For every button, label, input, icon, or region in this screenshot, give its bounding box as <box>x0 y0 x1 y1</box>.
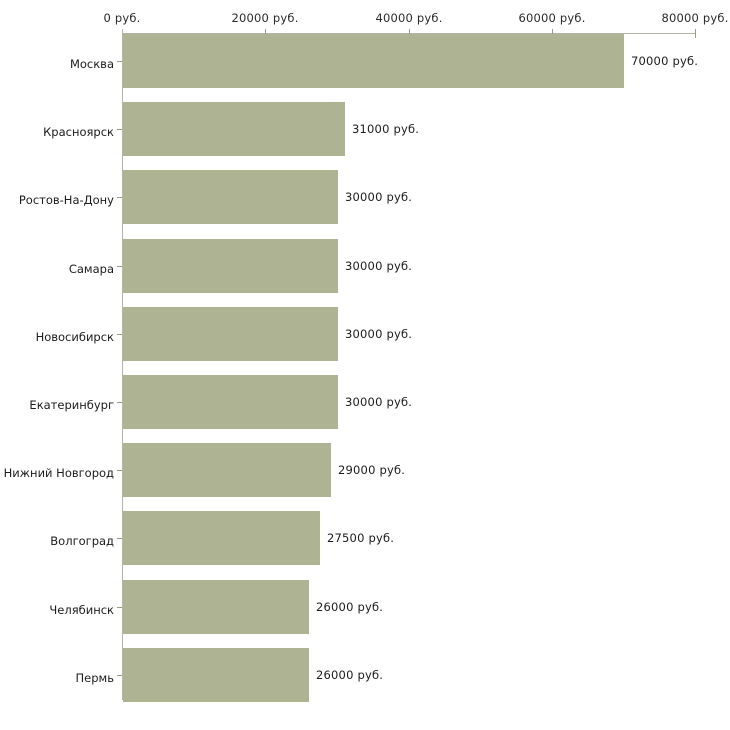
x-axis-tick <box>552 29 553 38</box>
category-label-text: Ростов-На-Дону <box>18 193 114 207</box>
y-axis-tick <box>117 402 122 403</box>
y-axis-line <box>122 29 123 700</box>
category-label-text: Екатеринбург <box>29 398 114 412</box>
y-axis-tick <box>117 61 122 62</box>
bar[interactable] <box>123 375 338 429</box>
y-axis-tick <box>117 607 122 608</box>
bar[interactable] <box>123 648 309 702</box>
bar-value-label: 29000 руб. <box>338 463 406 477</box>
bar-value-label: 30000 руб. <box>345 327 413 341</box>
bar[interactable] <box>123 34 624 88</box>
x-axis-tick-label: 60000 руб. <box>518 11 586 25</box>
bar-value-label: 31000 руб. <box>352 122 420 136</box>
bar[interactable] <box>123 239 338 293</box>
category-label-text: Пермь <box>75 671 114 685</box>
y-axis-tick <box>117 470 122 471</box>
category-label-text: Москва <box>69 57 114 71</box>
y-axis-tick <box>117 129 122 130</box>
category-label: Волгоград <box>0 530 114 549</box>
bar[interactable] <box>123 443 331 497</box>
x-axis-tick-label: 20000 руб. <box>231 11 299 25</box>
bar[interactable] <box>123 102 345 156</box>
x-axis-tick <box>409 29 410 38</box>
category-label: Красноярск <box>0 121 114 140</box>
bar-value-label: 26000 руб. <box>316 600 384 614</box>
bar[interactable] <box>123 580 309 634</box>
bar[interactable] <box>123 511 320 565</box>
y-axis-tick <box>117 197 122 198</box>
x-axis-tick-label: 0 руб. <box>103 11 141 25</box>
y-axis-tick <box>117 334 122 335</box>
bar-value-label: 30000 руб. <box>345 190 413 204</box>
category-label-text: Челябинск <box>49 603 114 617</box>
category-label-text: Волгоград <box>50 534 114 548</box>
y-axis-tick <box>117 675 122 676</box>
category-label: Самара <box>0 258 114 277</box>
bar-value-label: 30000 руб. <box>345 395 413 409</box>
x-axis-tick <box>695 29 696 38</box>
x-axis-tick <box>265 29 266 38</box>
category-label-text: Красноярск <box>43 125 114 139</box>
category-label: Нижний Новгород <box>0 462 114 481</box>
x-axis-tick-label: 40000 руб. <box>375 11 443 25</box>
category-label-text: Самара <box>68 262 114 276</box>
bar[interactable] <box>123 307 338 361</box>
category-label: Екатеринбург <box>0 394 114 413</box>
y-axis-tick <box>117 266 122 267</box>
x-axis-line <box>122 33 695 34</box>
category-label: Челябинск <box>0 599 114 618</box>
bar-value-label: 26000 руб. <box>316 668 384 682</box>
category-label: Ростов-На-Дону <box>0 189 114 208</box>
category-label-text: Нижний Новгород <box>3 466 114 480</box>
category-label: Москва <box>0 53 114 72</box>
bar[interactable] <box>123 170 338 224</box>
y-axis-tick <box>117 538 122 539</box>
category-label: Новосибирск <box>0 326 114 345</box>
bar-value-label: 30000 руб. <box>345 259 413 273</box>
category-label-text: Новосибирск <box>35 330 114 344</box>
bar-value-label: 70000 руб. <box>631 54 699 68</box>
bar-value-label: 27500 руб. <box>327 531 395 545</box>
category-label: Пермь <box>0 667 114 686</box>
x-axis-tick-label: 80000 руб. <box>661 11 729 25</box>
